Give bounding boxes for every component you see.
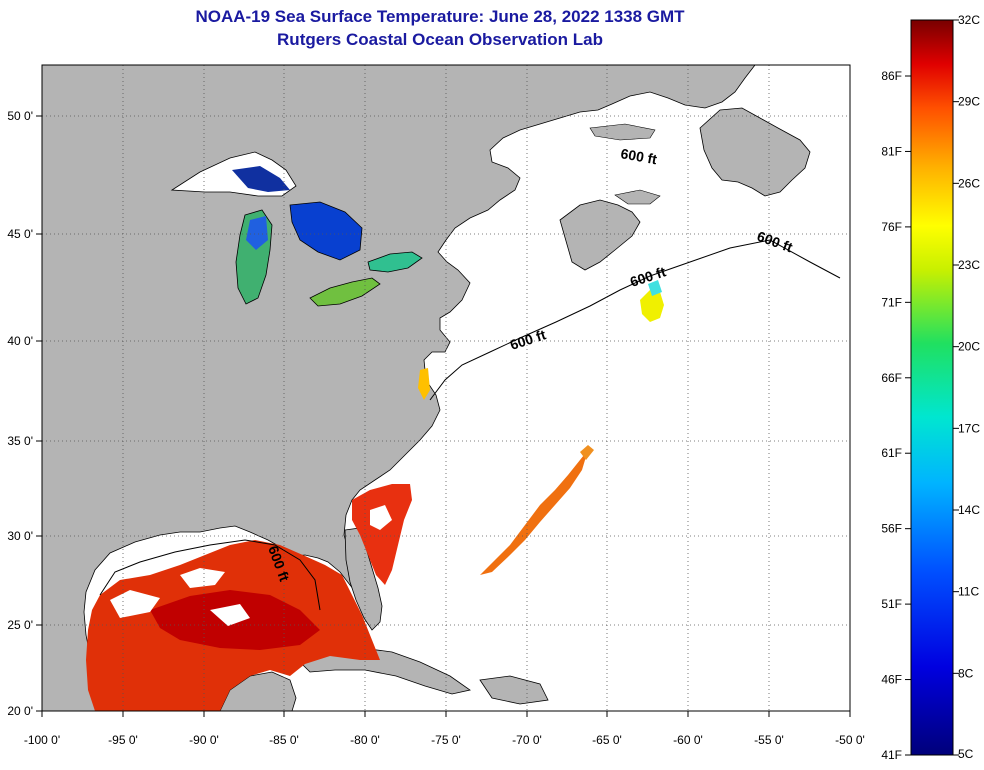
lake-ontario [367, 251, 423, 273]
lat-label: 20 0' [7, 704, 33, 718]
lon-label: -75 0' [431, 733, 461, 747]
lon-label: -95 0' [108, 733, 138, 747]
lon-label: -50 0' [835, 733, 865, 747]
celsius-label: 23C [958, 258, 980, 272]
land-anticosti [589, 123, 656, 141]
land-newfoundland [699, 107, 811, 197]
lon-label: -65 0' [592, 733, 622, 747]
contour-600ft [429, 239, 841, 401]
fahrenheit-label: 56F [881, 522, 902, 536]
georges-bank-cold [648, 280, 662, 296]
graticule [42, 65, 850, 711]
lake-erie [309, 277, 381, 307]
chesapeake-data [418, 368, 430, 400]
gulf-stream-tip [580, 445, 594, 460]
celsius-label: 14C [958, 503, 980, 517]
lat-label: 35 0' [7, 434, 33, 448]
lat-label: 25 0' [7, 618, 33, 632]
georges-bank-sst [640, 290, 664, 322]
celsius-label: 32C [958, 13, 980, 27]
fahrenheit-label: 66F [881, 371, 902, 385]
celsius-label: 20C [958, 340, 980, 354]
lon-label: -60 0' [673, 733, 703, 747]
gulf-cloud-3 [210, 604, 250, 626]
lon-label: -100 0' [24, 733, 60, 747]
lat-label: 30 0' [7, 529, 33, 543]
land-maritimes [559, 199, 641, 271]
colorbar [910, 19, 954, 756]
lat-label: 40 0' [7, 334, 33, 348]
gulf-cloud-1 [110, 590, 160, 618]
map-title: NOAA-19 Sea Surface Temperature: June 28… [195, 7, 685, 26]
celsius-label: 29C [958, 95, 980, 109]
gulf-cloud-2 [180, 568, 225, 588]
se-coast-sst [352, 484, 412, 585]
longitude-labels: -100 0' -95 0' -90 0' -85 0' -80 0' -75 0' -70… [24, 711, 865, 747]
colorbar-ticks: 32C 29C 26C 23C 20C 17C 14C 11C 8C 5C 86F 81F 76F 71F… [881, 13, 980, 762]
lake-superior-data [232, 166, 290, 192]
se-cloud [370, 505, 392, 530]
fahrenheit-label: 76F [881, 220, 902, 234]
fahrenheit-label: 46F [881, 673, 902, 687]
lon-label: -70 0' [512, 733, 542, 747]
lon-label: -85 0' [269, 733, 299, 747]
land-pei [614, 189, 661, 205]
fahrenheit-label: 51F [881, 597, 902, 611]
fahrenheit-label: 86F [881, 69, 902, 83]
lon-label: -80 0' [350, 733, 380, 747]
lat-label: 45 0' [7, 227, 33, 241]
celsius-label: 26C [958, 176, 980, 190]
celsius-label: 17C [958, 421, 980, 435]
fahrenheit-label: 61F [881, 446, 902, 460]
lat-label: 50 0' [7, 109, 33, 123]
map-subtitle: Rutgers Coastal Ocean Observation Lab [277, 30, 603, 49]
fahrenheit-label: 71F [881, 295, 902, 309]
contour-600ft-gulf [99, 539, 321, 611]
lake-huron [289, 201, 363, 261]
lon-label: -55 0' [754, 733, 784, 747]
fahrenheit-label: 41F [881, 748, 902, 762]
lon-label: -90 0' [189, 733, 219, 747]
latitude-labels: 50 0' 45 0' 40 0' 35 0' 30 0' 25 0' 20 0' [7, 109, 42, 718]
celsius-label: 11C [958, 585, 979, 599]
celsius-label: 5C [958, 747, 974, 761]
land-north-america [42, 65, 756, 711]
land-hispaniola [479, 675, 549, 705]
celsius-label: 8C [958, 666, 974, 680]
lake-michigan-cold [246, 216, 268, 250]
land-yucatan [219, 671, 297, 711]
fahrenheit-label: 81F [881, 144, 902, 158]
contour-label-1: 600 ft [619, 145, 658, 167]
